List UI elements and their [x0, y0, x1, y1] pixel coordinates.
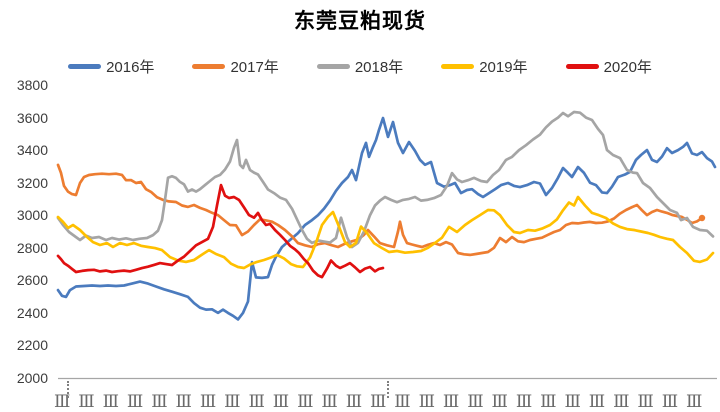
legend-item-2016: 2016年 — [68, 56, 154, 77]
series-end-dot-2017 — [698, 214, 706, 222]
legend-swatch-icon — [441, 64, 475, 69]
x-tick-label-clipped: Ⅲ — [540, 392, 557, 412]
x-tick-label-clipped: Ⅲ — [272, 392, 289, 412]
legend-label: 2019年 — [479, 59, 528, 76]
x-tick-label-clipped: Ⅲ — [370, 392, 386, 412]
y-tick-label: 2600 — [16, 272, 48, 289]
y-tick-label: 3400 — [16, 142, 48, 159]
chart-legend: 2016年 2017年 2018年 2019年 2020年 — [0, 56, 720, 77]
x-tick-label-clipped: Ⅲ — [175, 392, 192, 412]
series-line-2020 — [56, 183, 385, 279]
x-tick-label-clipped: Ⅲ — [248, 392, 265, 412]
legend-label: 2016年 — [106, 59, 155, 76]
x-tick-label-clipped: Ⅲ — [467, 392, 484, 412]
y-tick-label: 2800 — [16, 239, 48, 256]
x-tick-label-clipped: Ⅲ — [151, 392, 168, 412]
x-tick-label-clipped: Ⅲ — [588, 392, 605, 412]
x-tick-label-clipped: Ⅲ — [224, 392, 241, 412]
legend-item-2018: 2018年 — [316, 56, 404, 77]
x-tick-label-clipped: Ⅲ — [491, 392, 508, 412]
y-tick-label: 2000 — [16, 370, 48, 386]
y-tick-label: 3600 — [16, 109, 48, 126]
legend-swatch-icon — [68, 64, 102, 69]
x-tick-label-clipped: Ⅲ — [78, 392, 95, 412]
series-line-2019 — [56, 195, 715, 270]
legend-swatch-icon — [192, 64, 226, 69]
chart-title: 东莞豆粕现货 — [294, 10, 426, 33]
y-tick-label: 3800 — [16, 77, 48, 93]
year-marker-dotted-tick — [67, 381, 69, 398]
legend-swatch-icon — [316, 64, 350, 69]
legend-item-2017: 2017年 — [192, 56, 279, 77]
y-tick-label: 3200 — [16, 174, 48, 191]
x-tick-label-clipped: Ⅲ — [126, 392, 143, 412]
x-tick-label-clipped: Ⅲ — [613, 392, 630, 412]
x-tick-label-clipped: Ⅲ — [442, 392, 459, 412]
x-tick-label-clipped: Ⅲ — [199, 392, 216, 412]
x-tick-label-clipped: Ⅲ — [54, 392, 70, 412]
x-tick-label-clipped: Ⅲ — [297, 392, 314, 412]
legend-label: 2017年 — [230, 59, 279, 76]
y-tick-label: 2400 — [16, 304, 48, 321]
x-tick-label-clipped: Ⅲ — [102, 392, 119, 412]
x-tick-label-clipped: Ⅲ — [345, 392, 362, 412]
x-tick-label-clipped: Ⅲ — [637, 392, 654, 412]
legend-label: 2018年 — [354, 59, 404, 76]
series-line-2018 — [56, 110, 715, 249]
x-tick-label-clipped: Ⅲ — [564, 392, 581, 412]
legend-item-2020: 2020年 — [565, 56, 652, 77]
legend-item-2019: 2019年 — [441, 56, 528, 77]
year-marker-dotted-tick — [387, 381, 389, 398]
series-line-2016 — [56, 116, 717, 321]
x-tick-label-clipped: Ⅲ — [418, 392, 435, 412]
legend-label: 2020年 — [603, 59, 652, 76]
y-tick-label: 3000 — [16, 207, 48, 224]
x-tick-label-clipped: Ⅲ — [394, 392, 411, 412]
y-tick-label: 2200 — [16, 337, 48, 354]
legend-swatch-icon — [565, 64, 599, 69]
series-line-2017 — [56, 163, 704, 257]
x-tick-label-clipped: Ⅲ — [515, 392, 532, 412]
x-tick-label-clipped: Ⅲ — [321, 392, 338, 412]
x-tick-label-clipped: Ⅲ — [661, 392, 678, 412]
x-tick-label-clipped: Ⅲ — [686, 392, 702, 412]
